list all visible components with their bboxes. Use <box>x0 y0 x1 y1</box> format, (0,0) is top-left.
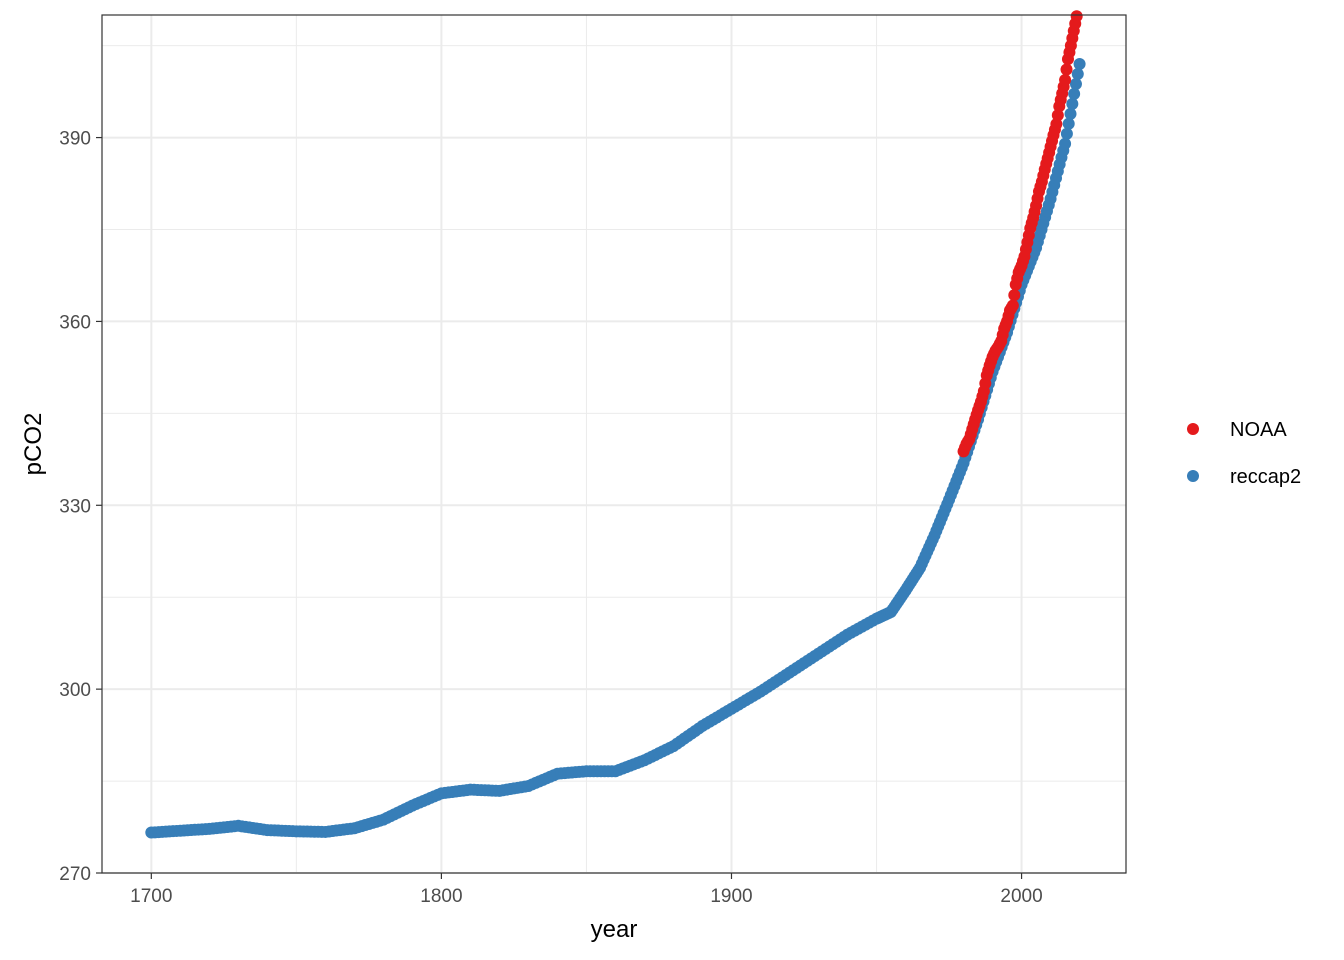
point-reccap2 <box>1069 77 1082 90</box>
y-tick-labels: 270 300 330 360 390 <box>59 129 91 885</box>
plot-border <box>101 14 1127 874</box>
x-tick-label: 1700 <box>130 886 172 907</box>
x-tick-label: 2000 <box>1000 886 1042 907</box>
point-reccap2 <box>1071 67 1084 80</box>
grid-major <box>102 15 1126 874</box>
series-reccap2 <box>145 58 1086 839</box>
axis-ticks <box>96 136 1023 879</box>
point-noaa <box>1059 73 1072 86</box>
point-reccap2 <box>1059 137 1072 150</box>
series-noaa <box>957 10 1083 458</box>
point-reccap2 <box>1068 87 1081 100</box>
point-reccap2 <box>1073 58 1086 71</box>
legend-key-reccap2 <box>1187 470 1199 482</box>
point-noaa <box>1006 299 1019 312</box>
plot-background <box>102 15 1126 873</box>
point-reccap2 <box>1066 97 1079 110</box>
x-tick-label: 1900 <box>710 886 752 907</box>
point-reccap2 <box>1060 127 1073 140</box>
y-tick-label: 270 <box>59 864 91 885</box>
y-tick-label: 390 <box>59 129 91 150</box>
x-tick-label: 1800 <box>420 886 462 907</box>
point-noaa <box>1070 10 1083 23</box>
point-noaa <box>1050 118 1063 131</box>
x-axis-title: year <box>591 916 638 943</box>
legend-key-noaa <box>1187 423 1199 435</box>
point-noaa <box>1051 109 1064 122</box>
point-noaa <box>1060 63 1073 76</box>
y-tick-label: 330 <box>59 496 91 517</box>
point-reccap2 <box>1062 117 1075 130</box>
y-axis-title: pCO2 <box>20 413 47 476</box>
grid-minor <box>102 15 1126 873</box>
y-tick-label: 300 <box>59 680 91 701</box>
legend-label-noaa: NOAA <box>1230 419 1287 441</box>
legend-label-reccap2: reccap2 <box>1230 466 1301 488</box>
point-noaa <box>1008 289 1021 302</box>
legend: NOAA reccap2 <box>1187 419 1301 488</box>
x-tick-labels: 1700 1800 1900 2000 <box>130 886 1043 907</box>
point-reccap2 <box>1064 107 1077 120</box>
y-tick-label: 360 <box>59 312 91 333</box>
data-points <box>145 10 1086 839</box>
